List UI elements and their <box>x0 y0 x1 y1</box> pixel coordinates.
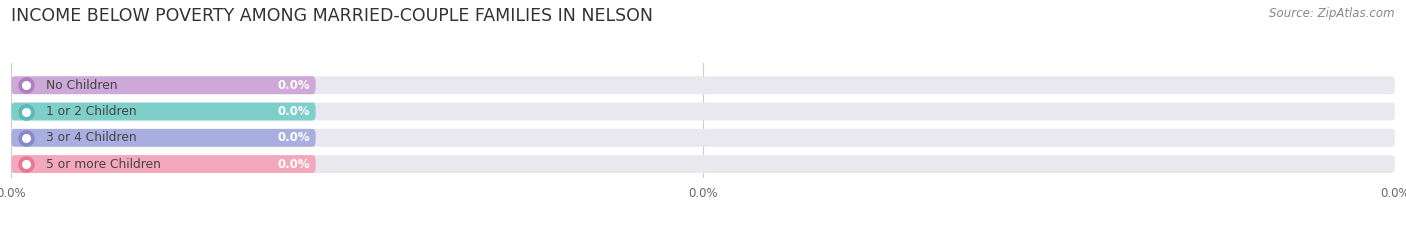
Text: 0.0%: 0.0% <box>277 105 311 118</box>
Text: 0.0%: 0.0% <box>277 131 311 144</box>
FancyBboxPatch shape <box>11 76 315 94</box>
Text: INCOME BELOW POVERTY AMONG MARRIED-COUPLE FAMILIES IN NELSON: INCOME BELOW POVERTY AMONG MARRIED-COUPL… <box>11 7 654 25</box>
Text: Source: ZipAtlas.com: Source: ZipAtlas.com <box>1270 7 1395 20</box>
Text: 0.0%: 0.0% <box>277 158 311 171</box>
Text: 0.0%: 0.0% <box>277 79 311 92</box>
Text: 3 or 4 Children: 3 or 4 Children <box>46 131 136 144</box>
Text: 5 or more Children: 5 or more Children <box>46 158 160 171</box>
Text: No Children: No Children <box>46 79 117 92</box>
FancyBboxPatch shape <box>11 103 315 120</box>
FancyBboxPatch shape <box>11 155 1395 173</box>
Text: 0.0%: 0.0% <box>688 187 718 200</box>
Text: 1 or 2 Children: 1 or 2 Children <box>46 105 136 118</box>
Text: 0.0%: 0.0% <box>0 187 27 200</box>
FancyBboxPatch shape <box>11 103 1395 120</box>
FancyBboxPatch shape <box>11 129 315 147</box>
FancyBboxPatch shape <box>11 155 315 173</box>
FancyBboxPatch shape <box>11 129 1395 147</box>
Text: 0.0%: 0.0% <box>1379 187 1406 200</box>
FancyBboxPatch shape <box>11 76 1395 94</box>
